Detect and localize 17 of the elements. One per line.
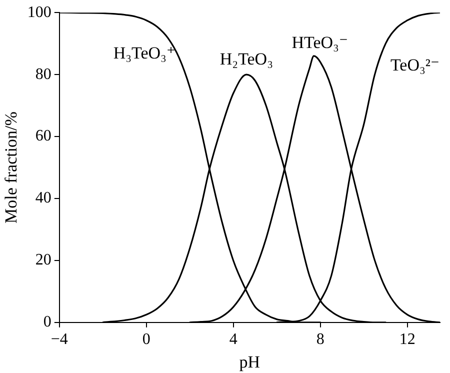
y-tick-label: 60 xyxy=(35,128,52,145)
x-tick-label: 4 xyxy=(229,331,238,348)
y-tick-label: 0 xyxy=(43,314,52,331)
series-label: TeO₃²⁻ xyxy=(390,56,440,75)
series-label: H₂TeO₃ xyxy=(220,50,274,69)
y-tick-label: 100 xyxy=(27,4,52,21)
y-tick-label: 40 xyxy=(35,190,52,207)
x-tick-label: 12 xyxy=(399,331,416,348)
x-tick-label: −4 xyxy=(50,331,68,348)
y-tick-label: 20 xyxy=(35,252,52,269)
x-axis-title: pH xyxy=(239,352,260,372)
series-label: HTeO₃⁻ xyxy=(292,32,348,52)
y-axis-title: Mole fraction/% xyxy=(2,112,21,224)
series-label: H₃TeO₃⁺ xyxy=(113,44,176,63)
x-tick-label: 0 xyxy=(142,331,150,348)
x-tick-label: 8 xyxy=(316,331,324,348)
y-tick-label: 80 xyxy=(35,66,52,83)
